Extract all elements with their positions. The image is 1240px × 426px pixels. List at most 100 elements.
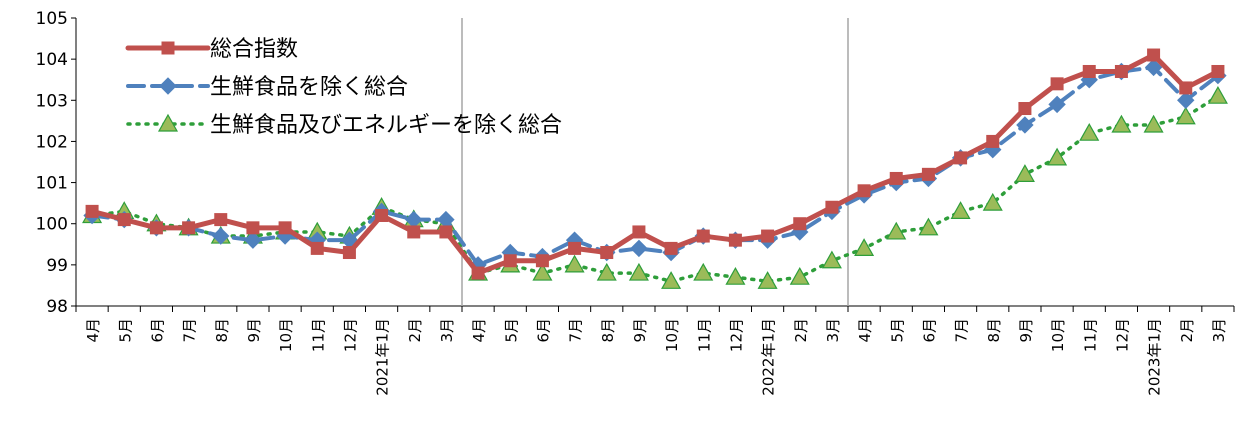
y-tick-label: 100 [36, 215, 68, 235]
x-tick-label: 10月 [277, 318, 295, 352]
data-point [182, 221, 196, 235]
data-point [1016, 116, 1034, 134]
data-point [161, 41, 175, 55]
data-point [407, 225, 421, 239]
data-point [1048, 95, 1066, 114]
data-point [157, 113, 179, 132]
legend-label: 生鮮食品及びエネルギーを除く総合 [210, 113, 562, 138]
year-dividers [461, 18, 849, 306]
data-point [212, 227, 230, 245]
x-tick-label: 2月 [792, 318, 810, 343]
data-point [789, 266, 810, 285]
data-point [918, 217, 939, 236]
legend-item: 総合指数 [125, 37, 298, 62]
data-point [661, 271, 682, 289]
data-point [1047, 147, 1068, 166]
data-point [1050, 77, 1064, 91]
x-tick-label: 4月 [856, 318, 874, 343]
x-tick-label: 12月 [1113, 318, 1131, 352]
x-tick-label: 6月 [148, 318, 166, 343]
data-point [532, 262, 553, 281]
data-point [1079, 122, 1100, 141]
x-tick-label: 4月 [470, 318, 488, 343]
data-point [159, 77, 177, 95]
data-point [1143, 114, 1164, 133]
data-point [725, 266, 746, 285]
x-tick-label: 11月 [309, 318, 327, 352]
x-tick-label: 5月 [116, 318, 134, 343]
x-tick-label: 3月 [824, 318, 842, 343]
data-point [1177, 91, 1195, 109]
y-tick-label: 105 [36, 9, 68, 29]
data-point [246, 221, 260, 235]
data-point [954, 151, 968, 165]
data-point [1207, 85, 1228, 104]
data-point [761, 229, 775, 243]
y-tick-label: 101 [36, 174, 68, 194]
data-point [375, 208, 389, 222]
x-tick-label: 2021年1月 [374, 318, 392, 396]
legend-item: 生鮮食品及びエネルギーを除く総合 [126, 113, 562, 138]
data-point [149, 221, 163, 235]
data-point [728, 233, 742, 247]
data-point [886, 221, 907, 240]
data-point [889, 171, 903, 185]
data-point [568, 241, 582, 255]
data-point [857, 184, 871, 198]
data-point [439, 225, 453, 239]
x-tick-label: 9月 [245, 318, 263, 343]
x-tick-label: 5月 [502, 318, 520, 343]
data-point [1114, 64, 1128, 78]
x-tick-label: 8月 [213, 318, 231, 343]
x-tick-label: 6月 [534, 318, 552, 343]
y-tick-label: 99 [46, 256, 68, 276]
x-tick-label: 9月 [631, 318, 649, 343]
data-point [632, 225, 646, 239]
data-point [921, 167, 935, 181]
x-tick-label: 11月 [695, 318, 713, 352]
data-point [982, 192, 1003, 211]
x-tick-label: 12月 [727, 318, 745, 352]
data-point [950, 201, 971, 219]
x-tick-label: 3月 [1210, 318, 1228, 343]
x-tick-label: 3月 [438, 318, 456, 343]
series-group [82, 48, 1228, 289]
data-point [1014, 164, 1035, 182]
x-tick-label: 2023年1月 [1146, 318, 1164, 396]
y-tick-label: 103 [36, 91, 68, 111]
x-tick-label: 7月 [567, 318, 585, 343]
data-point [1111, 114, 1132, 133]
data-point [821, 250, 842, 269]
data-point [1175, 106, 1196, 125]
data-point [696, 229, 710, 243]
data-point [278, 221, 292, 235]
data-point [214, 213, 228, 227]
y-tick-label: 104 [36, 50, 68, 70]
data-point [693, 262, 714, 281]
x-tick-label: 11月 [1081, 318, 1099, 352]
x-tick-label: 7月 [181, 318, 199, 343]
data-point [535, 254, 549, 268]
data-point [825, 200, 839, 214]
x-tick-label: 8月 [985, 318, 1003, 343]
x-tick-label: 4月 [84, 318, 102, 343]
x-tick-label: 6月 [920, 318, 938, 343]
data-point [1018, 102, 1032, 116]
data-point [564, 254, 585, 273]
data-point [986, 134, 1000, 148]
data-point [1179, 81, 1193, 95]
data-point [600, 246, 614, 260]
y-tick-label: 102 [36, 132, 68, 152]
data-point [342, 246, 356, 260]
data-point [1147, 48, 1161, 62]
data-point [596, 262, 617, 281]
data-point [1211, 64, 1225, 78]
data-point [664, 241, 678, 255]
data-point [117, 213, 131, 227]
legend-label: 生鮮食品を除く総合 [210, 75, 408, 100]
data-point [85, 204, 99, 218]
x-tick-label: 10月 [1049, 318, 1067, 352]
data-point [1082, 64, 1096, 78]
